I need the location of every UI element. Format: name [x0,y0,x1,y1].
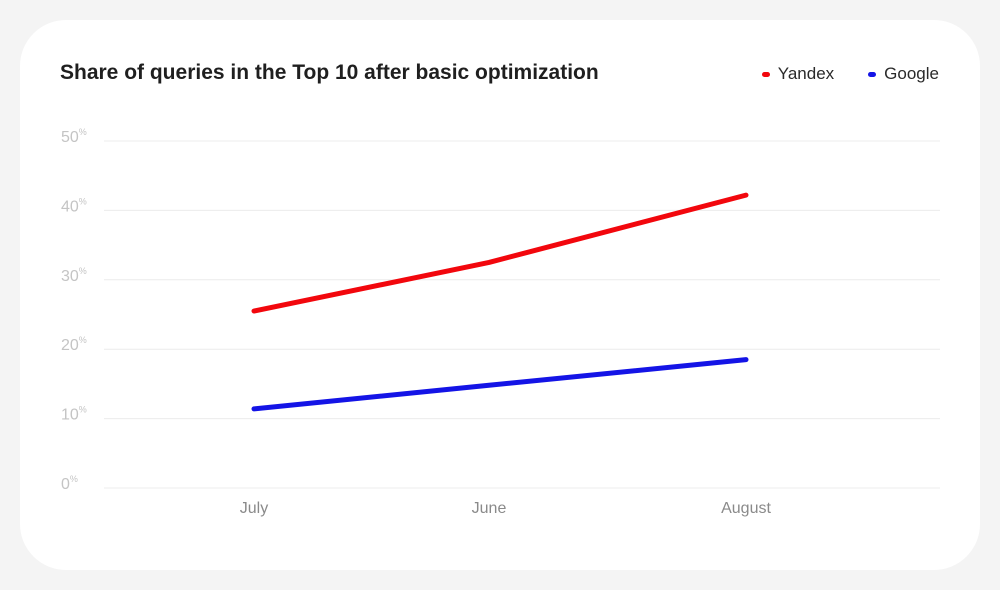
x-tick-label-july: July [240,500,268,517]
legend-item-google: Google [868,64,939,84]
chart-card: Share of queries in the Top 10 after bas… [20,20,980,570]
chart-legend: Yandex Google [761,64,939,84]
y-tick-label-50: 50% [61,127,87,146]
chart-title: Share of queries in the Top 10 after bas… [60,61,599,84]
y-tick-label-40: 40% [61,196,87,215]
y-tick-label-20: 20% [61,335,87,354]
legend-label-yandex: Yandex [777,64,835,83]
series-line-google [251,357,749,412]
y-tick-label-30: 30% [61,266,87,285]
y-tick-label-10: 10% [61,405,87,424]
legend-swatch-google [868,71,877,77]
legend-item-yandex: Yandex [761,64,835,84]
legend-swatch-yandex [761,71,770,77]
x-tick-label-august: August [721,500,771,517]
legend-label-google: Google [884,64,939,83]
y-tick-label-0: 0% [61,474,78,493]
x-tick-label-june: June [472,500,507,517]
series-line-yandex [251,192,749,314]
